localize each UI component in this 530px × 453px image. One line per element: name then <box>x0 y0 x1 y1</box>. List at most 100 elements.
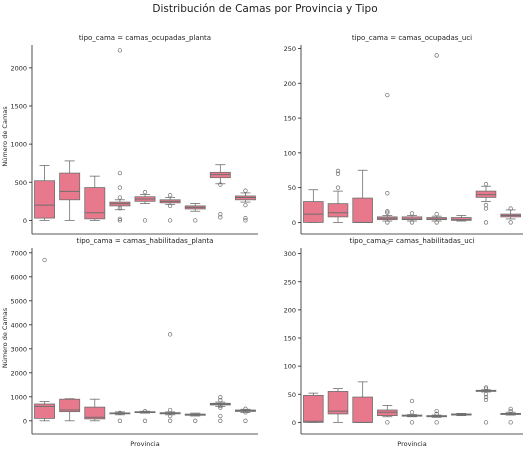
figure-title: Distribución de Camas por Provincia y Ti… <box>152 3 378 15</box>
y-tick-label: 500 <box>15 179 27 187</box>
box <box>34 403 56 419</box>
flier-point <box>167 218 173 223</box>
flier-point <box>483 392 489 397</box>
flier-point <box>385 220 390 225</box>
flier-point <box>243 215 248 221</box>
y-tick-label: 5000 <box>10 297 27 305</box>
flier-point <box>508 408 513 414</box>
y-tick-label: 150 <box>284 335 296 343</box>
flier-point <box>434 211 439 217</box>
flier-point <box>483 397 489 403</box>
flier-point <box>483 202 489 208</box>
y-tick-label: 2000 <box>10 369 27 377</box>
y-tick-label: 2000 <box>10 64 27 72</box>
y-tick-label: 0 <box>23 417 27 425</box>
flier-point <box>167 407 173 413</box>
box-group <box>401 211 423 225</box>
box-group <box>109 48 131 223</box>
flier-point <box>193 418 198 423</box>
flier-point <box>142 409 148 414</box>
box <box>59 398 81 413</box>
box <box>84 406 106 420</box>
y-tick-label: 3000 <box>10 345 27 353</box>
flier-point <box>409 398 415 404</box>
flier-point <box>117 206 123 211</box>
flier-point <box>508 206 513 211</box>
flier-point <box>508 420 513 425</box>
flier-point <box>218 398 223 403</box>
y-tick-label: 0 <box>292 419 296 427</box>
box-group <box>352 381 373 423</box>
flier-point <box>193 218 198 223</box>
flier-point <box>434 420 439 425</box>
flier-point <box>409 410 415 415</box>
flier-point <box>218 212 223 217</box>
box <box>352 197 373 223</box>
box-group <box>34 165 56 221</box>
box-group <box>327 388 349 423</box>
box-group <box>303 392 324 423</box>
y-tick-label: 0 <box>292 219 296 227</box>
flier-point <box>142 218 148 223</box>
flier-point <box>508 220 513 225</box>
y-tick-label: 1000 <box>10 393 27 401</box>
y-tick-label: 200 <box>284 306 296 314</box>
flier-point <box>218 405 223 410</box>
y-tick-label: 50 <box>288 184 296 192</box>
flier-point <box>434 411 439 417</box>
y-tick-label: 250 <box>284 45 296 53</box>
flier-point <box>117 216 123 222</box>
box <box>59 172 81 201</box>
box-group <box>500 406 521 425</box>
box-group <box>134 190 156 223</box>
flier-point <box>117 410 123 416</box>
y-tick-label: 100 <box>284 149 296 157</box>
flier-point <box>385 209 390 214</box>
box-group <box>475 385 497 425</box>
y-axis-label: Número de Camas <box>1 307 9 368</box>
flier-point <box>409 220 415 225</box>
box <box>34 180 56 219</box>
box-group <box>109 410 131 423</box>
panel-ocupadas-planta: tipo_cama = camas_ocupadas_planta 0 500 100… <box>0 30 260 250</box>
flier-point <box>117 170 123 176</box>
flier-point <box>218 395 223 400</box>
flier-point <box>218 182 223 187</box>
box-group <box>159 332 181 423</box>
flier-point <box>335 171 341 176</box>
box <box>327 203 349 218</box>
flier-point <box>243 188 248 193</box>
box-group <box>327 168 349 223</box>
box-group <box>451 215 472 222</box>
y-tick-label: 6000 <box>10 273 27 281</box>
flier-point <box>434 220 439 225</box>
box-group <box>234 188 256 223</box>
box-group <box>84 398 106 422</box>
box <box>303 394 324 423</box>
y-tick-label: 200 <box>284 80 296 88</box>
y-tick-label: 7000 <box>10 249 27 257</box>
flier-point <box>117 185 123 190</box>
chart-habilitadas-planta: tipo_cama = camas_habilitadas_planta 0 100… <box>1 237 258 448</box>
flier-point <box>243 218 248 223</box>
y-tick-label: 300 <box>284 250 296 258</box>
box-group <box>209 395 231 423</box>
flier-point <box>508 406 513 412</box>
box-group <box>451 412 472 417</box>
box <box>451 217 472 221</box>
flier-point <box>218 403 223 409</box>
flier-point <box>483 420 489 425</box>
flier-point <box>483 385 489 390</box>
y-tick-label: 50 <box>288 391 296 399</box>
box <box>377 409 398 417</box>
box-group <box>134 409 156 423</box>
flier-point <box>167 193 173 198</box>
subplot-title: tipo_cama = camas_habilitadas_planta <box>77 237 214 245</box>
box-group <box>377 240 398 425</box>
box-group <box>184 203 206 223</box>
flier-point <box>385 191 390 196</box>
box-group <box>209 164 231 220</box>
y-tick-label: 1500 <box>10 103 27 111</box>
y-tick-label: 250 <box>284 278 296 286</box>
box <box>303 201 324 223</box>
